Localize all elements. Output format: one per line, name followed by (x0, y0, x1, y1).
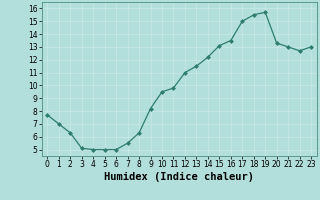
X-axis label: Humidex (Indice chaleur): Humidex (Indice chaleur) (104, 172, 254, 182)
